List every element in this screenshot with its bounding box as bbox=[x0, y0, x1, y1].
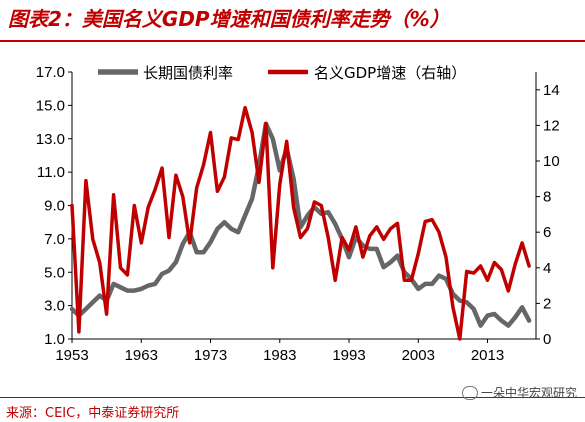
legend-item-gdp-label: 名义GDP增速（右轴） bbox=[314, 64, 466, 82]
x-tick-label: 2003 bbox=[402, 347, 435, 364]
source-rule bbox=[0, 397, 585, 398]
y-right-tick-label: 8 bbox=[543, 189, 551, 206]
chart-legend: 长期国债利率 名义GDP增速（右轴） bbox=[98, 64, 466, 82]
series-line-gdp bbox=[70, 105, 531, 341]
watermark: 一朵中华宏观研究 bbox=[461, 384, 577, 401]
source-note: 来源：CEIC，中泰证券研究所 bbox=[6, 406, 180, 421]
wechat-icon bbox=[461, 385, 478, 400]
chart-axes: 1.0 3.0 5.0 7.0 9.0 11.0 13.0 15.0 17.0 0 2 4 6 8 10 12… bbox=[36, 64, 560, 364]
y-left-tick-label: 3.0 bbox=[44, 298, 65, 315]
y-left-tick-label: 1.0 bbox=[44, 331, 65, 348]
x-tick-label: 1953 bbox=[55, 347, 88, 364]
y-right-tick-label: 6 bbox=[543, 224, 551, 241]
x-tick-label: 2013 bbox=[471, 347, 504, 364]
chart-title: 图表2：美国名义GDP增速和国债利率走势（%） bbox=[8, 7, 450, 31]
y-right-tick-label: 2 bbox=[543, 295, 551, 312]
x-tick-label: 1993 bbox=[332, 347, 365, 364]
series-line-yield bbox=[69, 121, 532, 328]
chart-area: 1.0 3.0 5.0 7.0 9.0 11.0 13.0 15.0 17.0 0 2 4 6 8 10 12… bbox=[36, 64, 560, 364]
chart-series bbox=[69, 105, 532, 341]
y-right-tick-label: 10 bbox=[543, 153, 560, 170]
y-left-tick-label: 9.0 bbox=[44, 198, 65, 215]
y-left-tick-label: 7.0 bbox=[44, 231, 65, 248]
x-tick-label: 1983 bbox=[263, 347, 296, 364]
watermark-text: 一朵中华宏观研究 bbox=[480, 386, 577, 400]
title-rule bbox=[0, 40, 585, 42]
y-left-tick-label: 11.0 bbox=[37, 164, 65, 181]
y-right-tick-label: 4 bbox=[543, 260, 551, 277]
x-tick-label: 1973 bbox=[194, 347, 227, 364]
y-right-tick-label: 0 bbox=[543, 331, 551, 348]
y-left-tick-label: 13.0 bbox=[36, 131, 65, 148]
legend-item-yield-label: 长期国债利率 bbox=[143, 64, 233, 82]
y-left-tick-label: 5.0 bbox=[44, 264, 65, 281]
x-tick-label: 1963 bbox=[125, 347, 158, 364]
y-left-tick-label: 17.0 bbox=[36, 64, 65, 81]
y-left-tick-label: 15.0 bbox=[36, 97, 65, 114]
y-right-tick-label: 12 bbox=[543, 117, 560, 134]
y-right-tick-label: 14 bbox=[543, 82, 560, 99]
